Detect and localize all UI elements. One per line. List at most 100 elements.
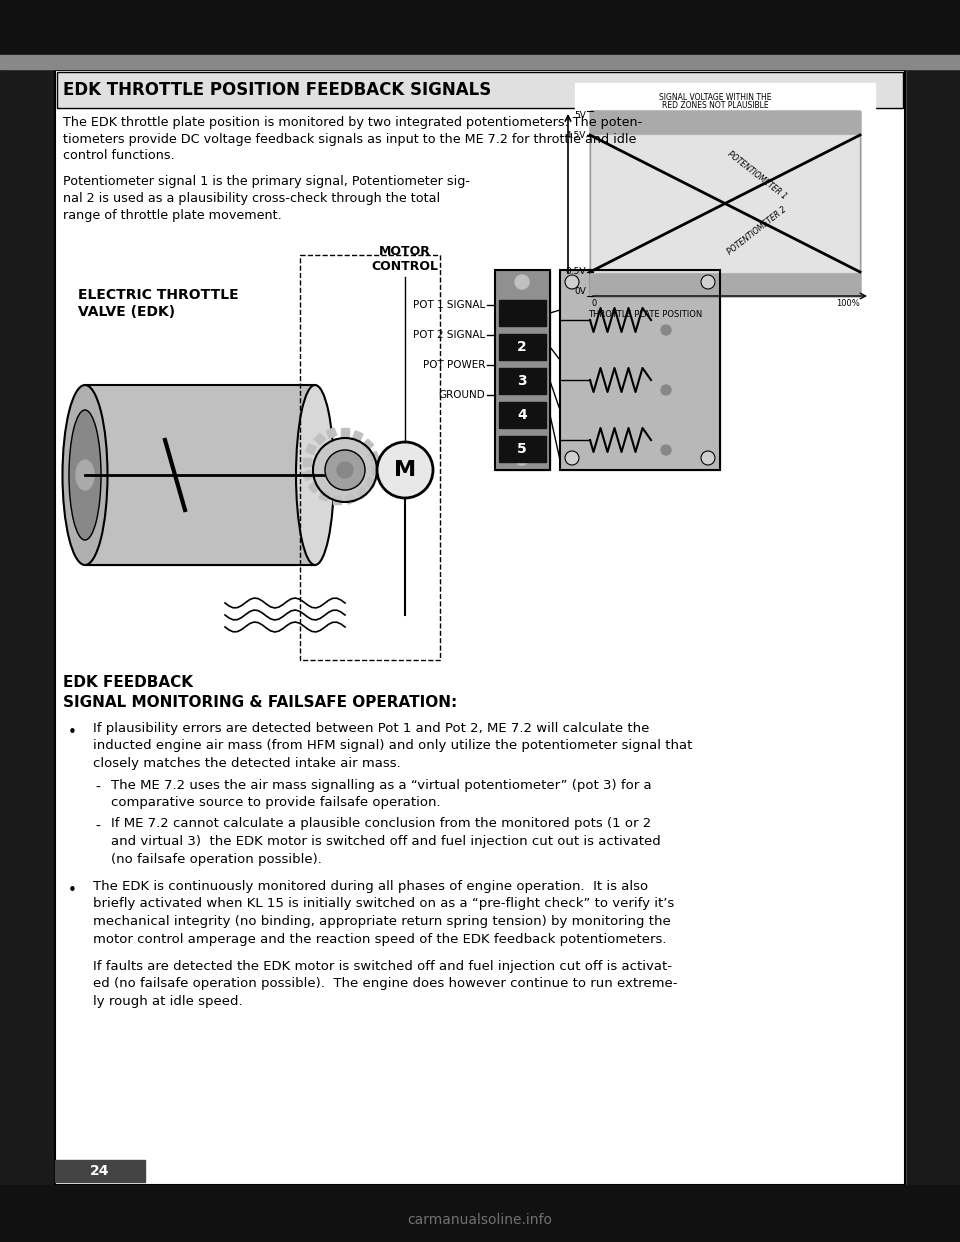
Bar: [57, 72, 903, 108]
Text: The EDK is continuously monitored during all phases of engine operation.  It is : The EDK is continuously monitored during…: [93, 881, 648, 893]
Text: 4: 4: [517, 409, 527, 422]
Text: POTENTIOMETER 1: POTENTIOMETER 1: [726, 150, 788, 201]
Bar: [499, 436, 546, 462]
Text: POT 1 SIGNAL: POT 1 SIGNAL: [413, 301, 485, 310]
Circle shape: [565, 274, 579, 289]
Circle shape: [701, 451, 715, 465]
Ellipse shape: [296, 385, 334, 565]
Bar: [495, 270, 550, 469]
Bar: [345, 494, 355, 504]
Text: (no failsafe operation possible).: (no failsafe operation possible).: [111, 852, 322, 866]
Bar: [319, 491, 329, 501]
Text: EDK FEEDBACK: EDK FEEDBACK: [63, 674, 193, 691]
Text: -: -: [95, 820, 100, 833]
Circle shape: [515, 274, 529, 289]
Bar: [314, 433, 325, 445]
Circle shape: [337, 462, 353, 478]
Bar: [366, 477, 376, 488]
Bar: [333, 496, 341, 504]
Text: 0.5V: 0.5V: [565, 267, 586, 277]
Text: motor control amperage and the reaction speed of the EDK feedback potentiometers: motor control amperage and the reaction …: [93, 933, 666, 945]
Text: ELECTRIC THROTTLE
VALVE (EDK): ELECTRIC THROTTLE VALVE (EDK): [78, 288, 239, 319]
Text: 4.5V: 4.5V: [565, 130, 586, 139]
Bar: [356, 487, 368, 498]
Ellipse shape: [62, 385, 108, 565]
Bar: [0, 55, 960, 70]
Circle shape: [313, 438, 377, 502]
Bar: [499, 301, 546, 325]
Bar: [590, 111, 860, 296]
Bar: [85, 385, 315, 565]
Text: 0V: 0V: [574, 287, 586, 296]
Text: If faults are detected the EDK motor is switched off and fuel injection cut off : If faults are detected the EDK motor is …: [93, 960, 672, 972]
Text: •: •: [68, 883, 77, 898]
Text: and virtual 3)  the EDK motor is switched off and fuel injection cut out is acti: and virtual 3) the EDK motor is switched…: [111, 835, 660, 848]
Text: nal 2 is used as a plausibility cross-check through the total: nal 2 is used as a plausibility cross-ch…: [63, 193, 440, 205]
Text: comparative source to provide failsafe operation.: comparative source to provide failsafe o…: [111, 796, 441, 809]
Bar: [60, 240, 855, 669]
Bar: [590, 135, 860, 272]
Text: 100%: 100%: [836, 299, 860, 308]
Text: -: -: [95, 780, 100, 795]
Bar: [369, 451, 379, 462]
Text: RED ZONES NOT PLAUSIBLE: RED ZONES NOT PLAUSIBLE: [661, 101, 768, 111]
Bar: [499, 402, 546, 428]
Text: 2: 2: [517, 340, 527, 354]
Text: POT 2 SIGNAL: POT 2 SIGNAL: [413, 330, 485, 340]
Text: inducted engine air mass (from HFM signal) and only utilize the potentiometer si: inducted engine air mass (from HFM signa…: [93, 739, 692, 753]
Bar: [590, 111, 860, 135]
Bar: [352, 431, 363, 441]
Circle shape: [661, 325, 671, 335]
Text: 5V: 5V: [574, 111, 586, 120]
Bar: [55, 70, 905, 1185]
Circle shape: [325, 450, 365, 491]
Text: mechanical integrity (no binding, appropriate return spring tension) by monitori: mechanical integrity (no binding, approp…: [93, 915, 671, 928]
Text: If ME 7.2 cannot calculate a plausible conclusion from the monitored pots (1 or : If ME 7.2 cannot calculate a plausible c…: [111, 817, 651, 831]
Text: POT POWER: POT POWER: [422, 360, 485, 370]
Circle shape: [515, 451, 529, 465]
Ellipse shape: [69, 410, 101, 540]
Bar: [499, 334, 546, 360]
Bar: [306, 445, 317, 455]
Bar: [300, 255, 440, 660]
Bar: [303, 458, 311, 466]
Text: control functions.: control functions.: [63, 149, 175, 161]
Text: ed (no failsafe operation possible).  The engine does however continue to run ex: ed (no failsafe operation possible). The…: [93, 977, 678, 991]
Text: closely matches the detected intake air mass.: closely matches the detected intake air …: [93, 758, 400, 770]
Ellipse shape: [76, 460, 94, 491]
Circle shape: [661, 445, 671, 455]
Circle shape: [661, 385, 671, 395]
Text: tiometers provide DC voltage feedback signals as input to the ME 7.2 for throttl: tiometers provide DC voltage feedback si…: [63, 133, 636, 145]
Text: 3: 3: [517, 374, 527, 388]
Text: •: •: [68, 725, 77, 740]
Bar: [499, 368, 546, 394]
Bar: [0, 0, 960, 55]
Text: GROUND: GROUND: [439, 390, 485, 400]
Text: range of throttle plate movement.: range of throttle plate movement.: [63, 209, 281, 221]
Bar: [308, 482, 320, 493]
Bar: [495, 270, 550, 469]
Bar: [590, 272, 860, 296]
Circle shape: [565, 451, 579, 465]
Text: The ME 7.2 uses the air mass signalling as a “virtual potentiometer” (pot 3) for: The ME 7.2 uses the air mass signalling …: [111, 779, 652, 791]
Text: carmanualsoline.info: carmanualsoline.info: [407, 1213, 553, 1227]
Circle shape: [377, 442, 433, 498]
Bar: [0, 1185, 960, 1242]
Text: 24: 24: [90, 1164, 109, 1177]
Bar: [57, 72, 903, 108]
Bar: [560, 270, 720, 469]
Text: 5: 5: [517, 442, 527, 456]
Bar: [55, 70, 905, 1185]
Text: THROTTLE PLATE POSITION: THROTTLE PLATE POSITION: [588, 310, 703, 319]
Text: EDK THROTTLE POSITION FEEDBACK SIGNALS: EDK THROTTLE POSITION FEEDBACK SIGNALS: [63, 81, 492, 99]
Bar: [560, 270, 720, 469]
Bar: [371, 466, 379, 474]
Text: briefly activated when KL 15 is initially switched on as a “pre-flight check” to: briefly activated when KL 15 is initiall…: [93, 898, 674, 910]
Circle shape: [701, 274, 715, 289]
Bar: [362, 440, 373, 451]
Text: SIGNAL MONITORING & FAILSAFE OPERATION:: SIGNAL MONITORING & FAILSAFE OPERATION:: [63, 696, 457, 710]
Text: MOTOR
CONTROL: MOTOR CONTROL: [372, 245, 439, 273]
Text: SIGNAL VOLTAGE WITHIN THE: SIGNAL VOLTAGE WITHIN THE: [659, 93, 771, 102]
Text: M: M: [394, 460, 416, 479]
Bar: [341, 428, 349, 436]
